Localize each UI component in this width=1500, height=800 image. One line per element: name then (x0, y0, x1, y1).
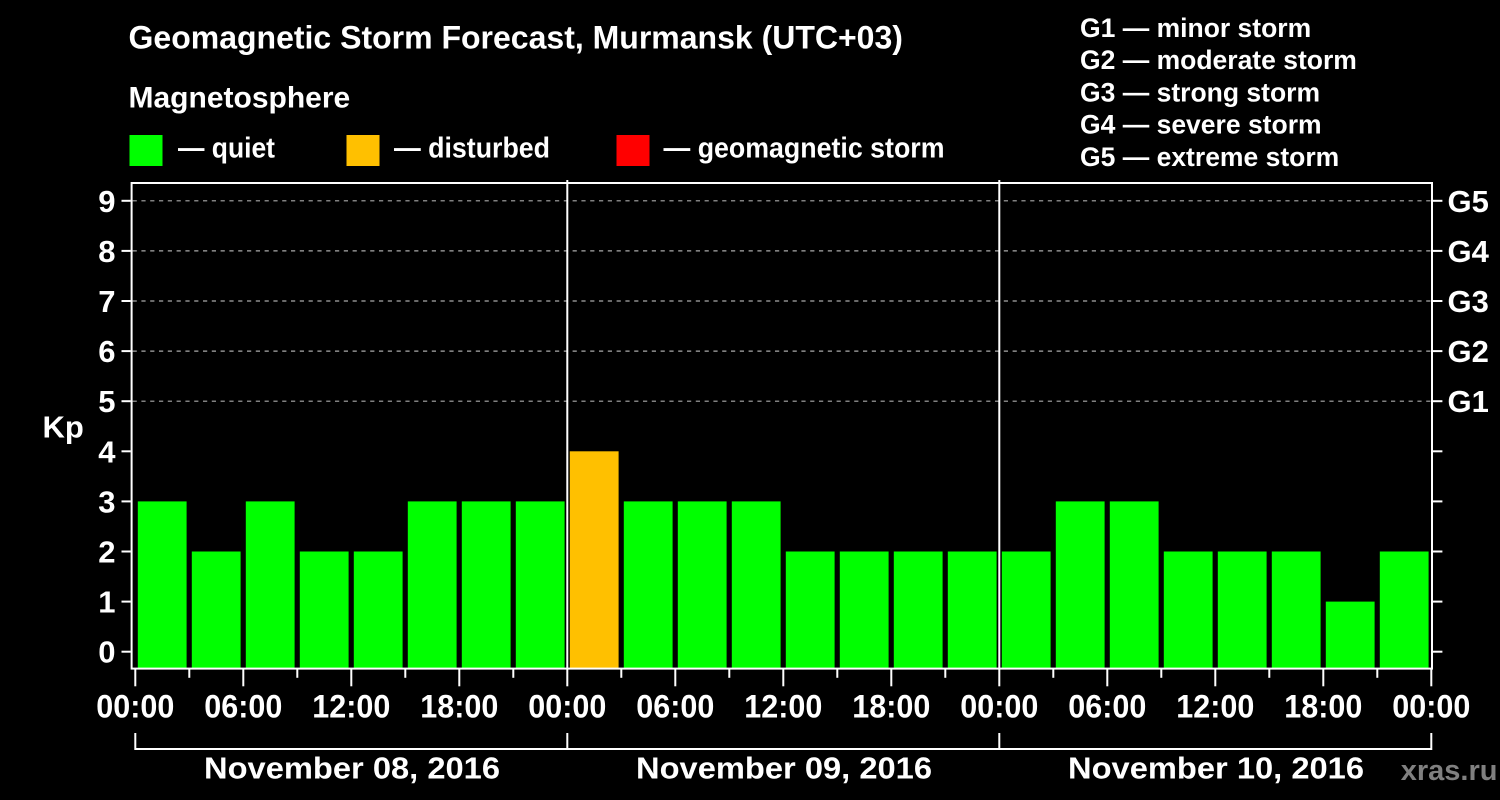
svg-text:G5: G5 (1448, 184, 1489, 219)
svg-text:6: 6 (98, 334, 115, 369)
svg-text:Magnetosphere: Magnetosphere (129, 82, 351, 115)
svg-text:12:00: 12:00 (312, 689, 390, 725)
svg-text:00:00: 00:00 (96, 689, 174, 725)
svg-text:0: 0 (98, 635, 115, 670)
svg-text:G3: G3 (1448, 284, 1489, 319)
svg-text:1: 1 (98, 585, 115, 620)
svg-text:00:00: 00:00 (960, 689, 1038, 725)
svg-text:November 10, 2016: November 10, 2016 (1068, 752, 1364, 786)
svg-text:5: 5 (98, 384, 115, 419)
svg-text:G3 — strong storm: G3 — strong storm (1080, 77, 1320, 107)
svg-text:G1 — minor storm: G1 — minor storm (1080, 13, 1311, 43)
svg-text:18:00: 18:00 (852, 689, 930, 725)
svg-text:G4 — severe storm: G4 — severe storm (1080, 110, 1322, 140)
svg-text:Kp: Kp (43, 410, 84, 445)
svg-text:00:00: 00:00 (1392, 689, 1470, 725)
svg-text:G1: G1 (1448, 384, 1489, 419)
svg-text:18:00: 18:00 (1284, 689, 1362, 725)
svg-text:G5 — extreme storm: G5 — extreme storm (1080, 142, 1339, 172)
svg-text:G4: G4 (1448, 234, 1490, 269)
svg-text:06:00: 06:00 (1068, 689, 1146, 725)
svg-text:Geomagnetic Storm Forecast, Mu: Geomagnetic Storm Forecast, Murmansk (UT… (129, 20, 903, 56)
svg-text:G2: G2 (1448, 334, 1489, 369)
svg-text:— quiet: — quiet (178, 133, 275, 165)
svg-text:18:00: 18:00 (420, 689, 498, 725)
svg-text:12:00: 12:00 (744, 689, 822, 725)
svg-text:3: 3 (98, 484, 115, 519)
svg-text:November 09, 2016: November 09, 2016 (636, 752, 932, 786)
svg-text:12:00: 12:00 (1176, 689, 1254, 725)
svg-text:G2 — moderate storm: G2 — moderate storm (1080, 45, 1357, 75)
svg-text:4: 4 (98, 434, 116, 469)
svg-text:00:00: 00:00 (528, 689, 606, 725)
svg-text:— disturbed: — disturbed (394, 133, 550, 165)
svg-text:8: 8 (98, 234, 115, 269)
svg-text:2: 2 (98, 535, 115, 570)
svg-text:06:00: 06:00 (636, 689, 714, 725)
svg-text:9: 9 (98, 184, 115, 219)
svg-text:7: 7 (98, 284, 115, 319)
svg-text:— geomagnetic storm: — geomagnetic storm (664, 133, 945, 165)
svg-text:06:00: 06:00 (204, 689, 282, 725)
svg-text:November 08, 2016: November 08, 2016 (204, 752, 500, 786)
svg-text:xras.ru: xras.ru (1401, 755, 1498, 787)
